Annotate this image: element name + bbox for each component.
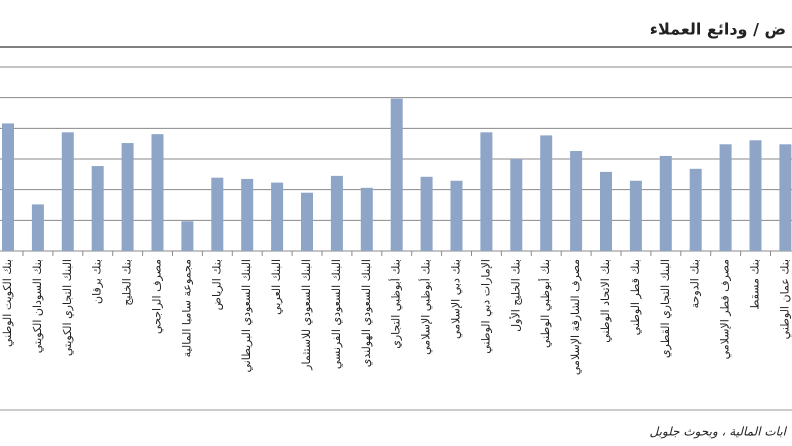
x-tick-label: البنك السعودي البريطاني: [240, 259, 253, 373]
x-tick-label: البنك التجاري القطري: [659, 259, 672, 358]
bar: [600, 171, 612, 251]
bar: [91, 166, 104, 251]
x-tick-label: مصرف الراجحي: [151, 259, 164, 334]
source-note: ابات المالية ، وبحوث جلوبل: [650, 425, 788, 439]
chart-title: ض / ودائع العملاء: [650, 20, 786, 39]
bar: [570, 151, 583, 251]
bar: [390, 98, 403, 251]
x-tick-label: بنك قطر الوطني: [629, 259, 642, 335]
x-tick-label: البنك السعودي الفرنسي: [330, 259, 343, 369]
x-tick-label: بنك مسقط: [749, 259, 762, 310]
bar: [450, 180, 463, 251]
x-tick-label: بنك الكويت الوطني: [1, 259, 14, 347]
x-tick-label: مصرف قطر الإسلامي: [719, 259, 732, 360]
x-tick-label: البنك السعودي الهولندي: [360, 259, 373, 367]
x-tick-label: بنك الاتحاد الوطني: [599, 259, 612, 343]
x-tick-label: بنك الخليج: [121, 259, 134, 306]
x-tick-label: بنك دبي الإسلامي: [450, 259, 463, 339]
bar: [31, 204, 44, 251]
bar: [121, 143, 134, 251]
bar: [749, 140, 762, 251]
bar: [540, 135, 553, 251]
bar: [271, 182, 284, 251]
x-tick-label: بنك أبوظبي التجاري: [389, 259, 403, 349]
bar: [330, 175, 343, 251]
bar: [689, 168, 702, 251]
x-tick-label: بنك أبوظبي الإسلامي: [419, 259, 433, 355]
x-tick-label: البنك التجاري الكويتي: [61, 259, 74, 356]
bar: [360, 187, 373, 251]
bar: [629, 180, 642, 251]
x-tick-label: بنك برقان: [91, 259, 104, 304]
bar: [719, 144, 732, 251]
x-tick-label: البنك السعودي للاستثمار: [300, 259, 313, 371]
x-tick-label: بنك الدوحة: [689, 259, 702, 308]
bar: [480, 132, 493, 251]
bar: [420, 176, 433, 251]
bar: [211, 177, 224, 251]
bar: [301, 192, 313, 251]
bar: [2, 123, 14, 251]
bar: [241, 178, 254, 251]
x-tick-label: الإمارات دبي الوطني: [479, 259, 492, 354]
bar: [151, 134, 164, 251]
x-tick-label: مصرف الشارقة الإسلامي: [569, 259, 582, 375]
bar: [779, 144, 792, 251]
x-tick-label: بنك أبوظبي الوطني: [538, 259, 552, 348]
x-tick-label: البنك العربي: [270, 259, 283, 315]
x-tick-label: مجموعة سامبا المالية: [180, 259, 193, 357]
bar: [659, 155, 672, 251]
x-tick-label: بنك الرياض: [210, 259, 223, 310]
bar: [181, 221, 194, 251]
x-tick-label: بنك عمان الوطني: [778, 259, 791, 339]
x-tick-label: بنك الخليج الأول: [508, 259, 522, 332]
bar: [61, 132, 74, 251]
bar: [510, 159, 523, 251]
x-tick-label: بنك السودان الكويتي: [31, 259, 44, 353]
